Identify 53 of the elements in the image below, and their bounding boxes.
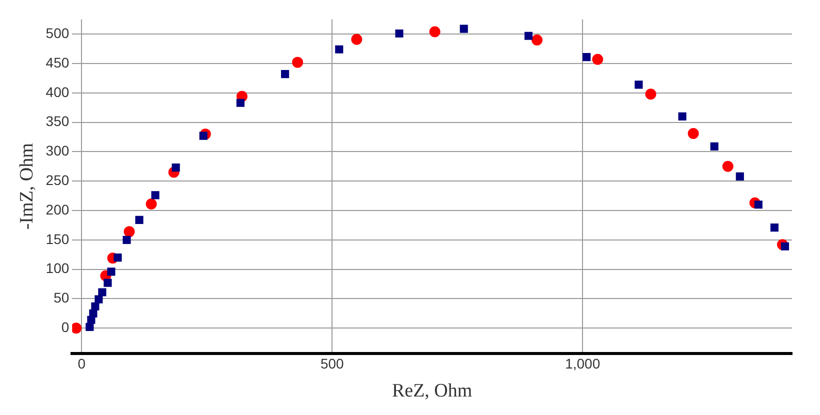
point [104, 278, 112, 287]
y-tick-label: 400 [46, 84, 70, 100]
y-tick-label: 500 [46, 24, 70, 41]
point [592, 54, 604, 65]
y-tick-label: 100 [46, 260, 70, 276]
point [722, 160, 734, 172]
point [532, 34, 543, 46]
y-tick-label: 200 [46, 201, 70, 218]
y-axis-title: -ImZ, Ohm [16, 142, 38, 230]
point [351, 34, 362, 45]
point [780, 242, 790, 250]
point [122, 236, 131, 244]
point [89, 309, 98, 318]
point [114, 254, 122, 262]
point [634, 80, 643, 89]
x-tick-label: 500 [320, 356, 344, 372]
point [754, 200, 762, 209]
point [72, 322, 82, 334]
point [98, 288, 106, 296]
point [688, 128, 699, 139]
point [429, 26, 440, 38]
y-tick-label: 250 [46, 172, 70, 188]
point [292, 56, 304, 68]
point [770, 224, 779, 232]
point [736, 172, 744, 180]
y-tick-label: 350 [46, 113, 70, 130]
point [582, 53, 591, 62]
x-axis-title: ReZ, Ohm [392, 380, 472, 402]
point [94, 295, 103, 304]
point [335, 45, 344, 54]
point [199, 132, 208, 140]
point [395, 29, 404, 38]
point [172, 164, 180, 172]
point [524, 32, 533, 40]
point [135, 216, 144, 224]
y-tick-label: 0 [61, 318, 70, 335]
point [151, 191, 160, 200]
point [678, 112, 686, 120]
y-tick-label: 300 [46, 142, 70, 159]
y-tick-label: 450 [46, 54, 70, 70]
point [146, 198, 157, 210]
y-tick-label: 50 [54, 290, 70, 306]
point [281, 70, 290, 78]
x-tick-label: 0 [78, 356, 86, 372]
point [236, 98, 245, 107]
point [124, 226, 135, 238]
point [460, 24, 468, 33]
point [91, 302, 100, 310]
x-tick-label: 1,000 [565, 356, 600, 372]
point [645, 88, 656, 100]
point [107, 268, 116, 276]
y-tick-label: 150 [46, 230, 70, 247]
point [710, 142, 718, 150]
